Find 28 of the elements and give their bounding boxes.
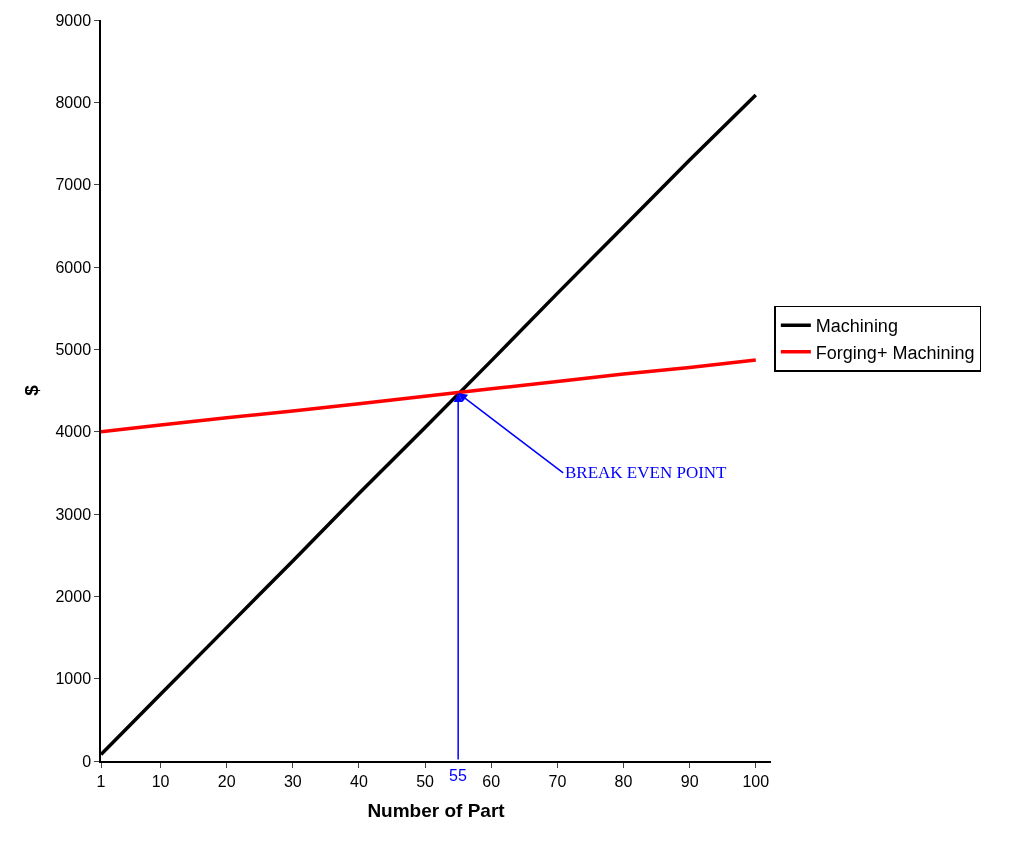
x-axis-title: Number of Part — [367, 800, 506, 822]
y-tick-label: 1000 — [55, 670, 92, 688]
x-tick-label: 100 — [742, 772, 770, 790]
y-tick-label: 5000 — [55, 340, 92, 358]
y-tick-label: 9000 — [55, 11, 92, 29]
y-tick-label: 2000 — [55, 587, 92, 605]
y-tick-label: 6000 — [55, 258, 92, 276]
x-tick-label: 10 — [151, 772, 170, 790]
y-tick-label: 4000 — [55, 423, 92, 441]
line-series — [101, 358, 758, 434]
x-tick-label: 80 — [614, 772, 633, 790]
x-tick-label: 90 — [680, 772, 699, 790]
ref-line-label: 55 — [449, 767, 467, 784]
legend-label: Forging+ Machining — [815, 342, 975, 363]
x-tick-label: 1 — [96, 772, 106, 790]
y-tick-label: 3000 — [55, 505, 92, 523]
x-tick-label: 60 — [482, 772, 501, 790]
x-tick-label: 20 — [217, 772, 236, 790]
y-tick-label: 7000 — [55, 176, 92, 194]
x-tick-label: 40 — [350, 772, 368, 790]
x-tick-label: 30 — [283, 772, 302, 790]
y-tick-label: 8000 — [55, 93, 92, 111]
x-tick-label: 50 — [416, 772, 435, 790]
y-tick-label: 0 — [82, 752, 92, 770]
annotation: BREAK EVEN POINT — [565, 463, 728, 482]
legend-label: Machining — [815, 316, 898, 337]
x-tick-label: 70 — [548, 772, 567, 790]
y-axis-title: $ — [20, 384, 42, 396]
